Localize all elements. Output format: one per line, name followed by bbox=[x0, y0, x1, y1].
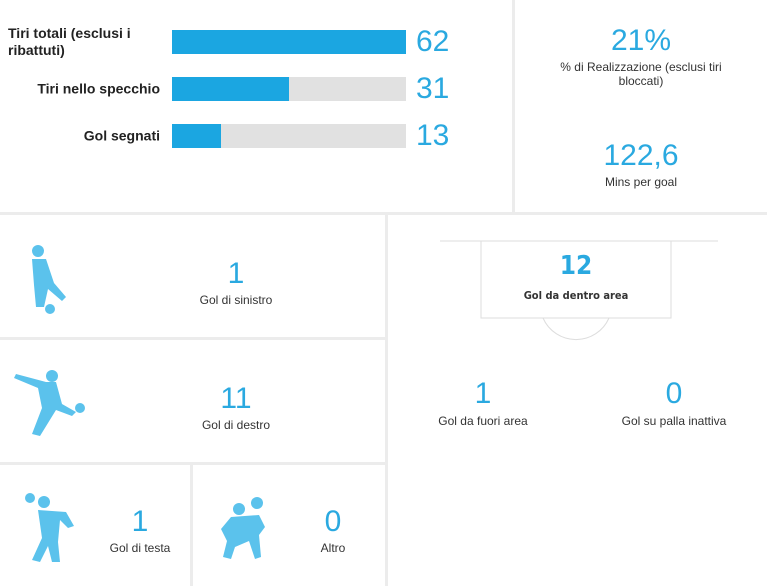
pitch-lines bbox=[440, 240, 718, 341]
bar-value: 62 bbox=[416, 25, 450, 58]
summary-panel: 21% % di Realizzazione (esclusi tiri blo… bbox=[515, 0, 767, 212]
value: 12 bbox=[559, 251, 593, 281]
value: 1 bbox=[474, 377, 492, 410]
label: Altro bbox=[320, 541, 346, 555]
player-icon bbox=[25, 493, 74, 562]
label: Gol di testa bbox=[109, 541, 171, 555]
label: Mins per goal bbox=[604, 175, 678, 189]
label: Gol di destro bbox=[201, 418, 271, 432]
label: Gol su palla inattiva bbox=[621, 414, 727, 428]
bar bbox=[172, 77, 289, 101]
zone-panel: 12 Gol da dentro area 1 Gol da fuori are… bbox=[388, 215, 767, 586]
shots-panel: Tiri totali (esclusi i ribattuti) 62 Tiri … bbox=[0, 0, 512, 212]
player-icon bbox=[221, 497, 265, 559]
value: 0 bbox=[665, 377, 683, 410]
value: 21% bbox=[610, 24, 672, 57]
bar bbox=[172, 124, 222, 148]
bar-value: 31 bbox=[416, 72, 450, 105]
label: Gol da dentro area bbox=[523, 289, 629, 302]
label: Gol da fuori area bbox=[438, 414, 528, 428]
player-icon bbox=[32, 245, 66, 314]
right-foot-panel: 11 Gol di destro bbox=[0, 340, 385, 462]
bar-label: Tiri totali (esclusi i ribattuti) bbox=[8, 25, 131, 58]
value: 1 bbox=[227, 257, 245, 290]
bar-label: Gol segnati bbox=[83, 127, 160, 144]
value: 0 bbox=[324, 505, 342, 538]
bar bbox=[172, 30, 406, 54]
bar-value: 13 bbox=[416, 119, 450, 152]
bar-label: Tiri nello specchio bbox=[37, 80, 160, 97]
value: 122,6 bbox=[603, 139, 679, 172]
value: 11 bbox=[220, 382, 252, 415]
player-icon bbox=[14, 370, 85, 436]
value: 1 bbox=[131, 505, 149, 538]
label: % di Realizzazione (esclusi tiri bloccat… bbox=[560, 60, 722, 88]
left-foot-panel: 1 Gol di sinistro bbox=[0, 215, 385, 337]
other-panel: 0 Altro bbox=[193, 465, 385, 586]
label: Gol di sinistro bbox=[199, 293, 273, 307]
head-panel: 1 Gol di testa bbox=[0, 465, 190, 586]
